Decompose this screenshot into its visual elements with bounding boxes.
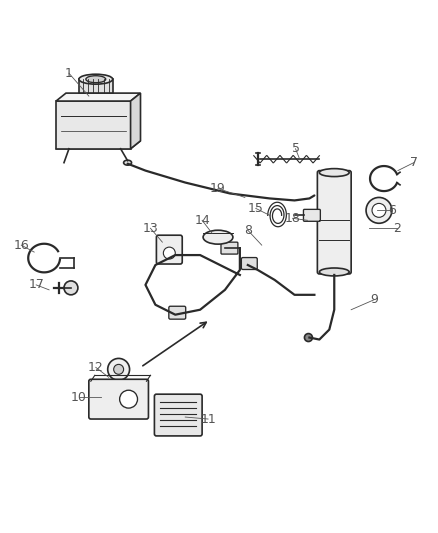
Ellipse shape bbox=[203, 230, 233, 244]
FancyBboxPatch shape bbox=[318, 171, 351, 274]
Text: 8: 8 bbox=[244, 224, 252, 237]
Circle shape bbox=[120, 390, 138, 408]
Polygon shape bbox=[56, 141, 141, 149]
Circle shape bbox=[372, 204, 386, 217]
FancyBboxPatch shape bbox=[155, 394, 202, 436]
Circle shape bbox=[64, 281, 78, 295]
Text: 11: 11 bbox=[200, 413, 216, 425]
Text: 2: 2 bbox=[393, 222, 401, 235]
Text: 14: 14 bbox=[194, 214, 210, 227]
Ellipse shape bbox=[319, 168, 349, 176]
Text: 12: 12 bbox=[88, 361, 104, 374]
Ellipse shape bbox=[124, 160, 131, 165]
Ellipse shape bbox=[319, 268, 349, 276]
Text: 19: 19 bbox=[210, 182, 226, 195]
Text: 5: 5 bbox=[292, 142, 300, 155]
Polygon shape bbox=[56, 93, 141, 101]
Circle shape bbox=[366, 197, 392, 223]
Circle shape bbox=[304, 334, 312, 342]
FancyBboxPatch shape bbox=[89, 379, 148, 419]
Text: 15: 15 bbox=[248, 202, 264, 215]
Polygon shape bbox=[56, 101, 131, 149]
FancyBboxPatch shape bbox=[156, 235, 182, 264]
FancyBboxPatch shape bbox=[169, 306, 186, 319]
Circle shape bbox=[108, 358, 130, 380]
Text: 10: 10 bbox=[71, 391, 87, 403]
Polygon shape bbox=[131, 93, 141, 149]
Text: 6: 6 bbox=[388, 204, 396, 217]
FancyBboxPatch shape bbox=[221, 242, 238, 254]
Ellipse shape bbox=[86, 76, 106, 83]
Text: 1: 1 bbox=[65, 67, 73, 80]
Text: 7: 7 bbox=[410, 156, 418, 169]
Polygon shape bbox=[79, 79, 113, 93]
Text: 17: 17 bbox=[28, 278, 44, 292]
Text: 16: 16 bbox=[14, 239, 29, 252]
FancyBboxPatch shape bbox=[304, 209, 320, 221]
Text: 13: 13 bbox=[142, 222, 158, 235]
Ellipse shape bbox=[79, 74, 113, 84]
FancyBboxPatch shape bbox=[241, 257, 257, 270]
Circle shape bbox=[163, 247, 175, 259]
Text: 9: 9 bbox=[370, 293, 378, 306]
Text: 18: 18 bbox=[285, 212, 300, 225]
Circle shape bbox=[114, 365, 124, 374]
